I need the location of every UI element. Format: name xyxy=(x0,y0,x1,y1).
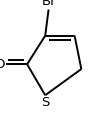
Text: O: O xyxy=(0,58,4,71)
Text: Br: Br xyxy=(41,0,55,8)
Text: S: S xyxy=(41,96,49,109)
